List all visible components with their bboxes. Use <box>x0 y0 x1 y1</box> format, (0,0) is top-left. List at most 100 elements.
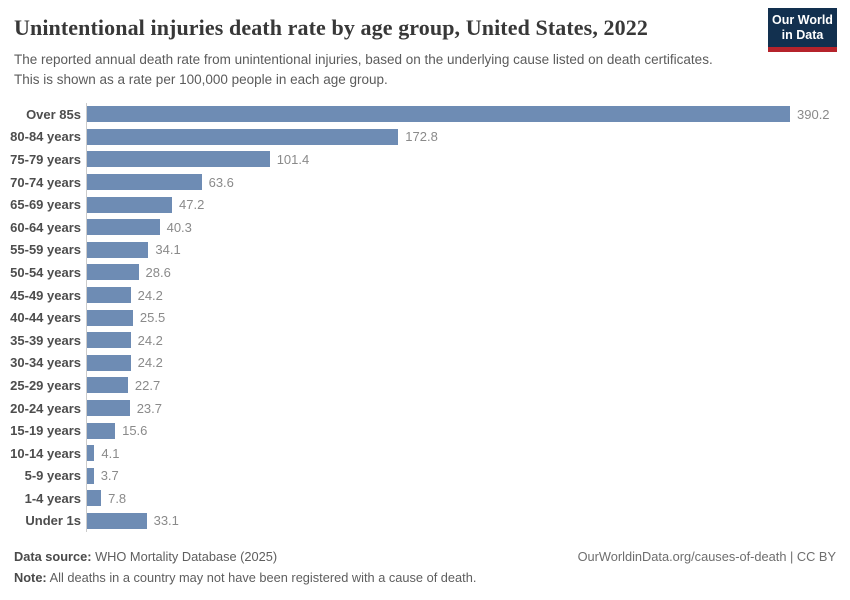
category-label: 1-4 years <box>24 490 81 506</box>
chart-footer: Data source: WHO Mortality Database (202… <box>14 546 836 588</box>
bar[interactable] <box>87 400 130 417</box>
value-label: 101.4 <box>276 151 310 167</box>
value-label: 390.2 <box>797 106 830 122</box>
value-label: 40.3 <box>166 219 192 235</box>
value-label: 3.7 <box>100 468 119 484</box>
value-label: 28.6 <box>145 264 171 280</box>
category-label: 45-49 years <box>10 287 81 303</box>
category-label: Over 85s <box>26 106 81 122</box>
note-line: Note: All deaths in a country may not ha… <box>14 567 476 588</box>
category-label: 5-9 years <box>24 468 81 484</box>
value-label: 24.2 <box>137 332 163 348</box>
bar-track: 25.5 <box>86 306 850 329</box>
attribution-link[interactable]: OurWorldinData.org/causes-of-death | CC … <box>577 549 836 564</box>
data-source-label: Data source: <box>14 549 92 564</box>
bar[interactable] <box>87 196 172 213</box>
owid-logo-line1: Our World <box>772 12 833 27</box>
chart-row: 60-64 years 40.3 <box>0 215 850 239</box>
bar[interactable] <box>87 354 131 371</box>
bar-track: 7.8 <box>86 487 850 510</box>
chart-row: 5-9 years 3.7 <box>0 464 850 488</box>
bar[interactable] <box>87 174 202 191</box>
value-label: 23.7 <box>136 400 162 416</box>
chart-subtitle: The reported annual death rate from unin… <box>14 52 713 87</box>
bar-track: 3.7 <box>86 464 850 488</box>
owid-logo[interactable]: Our World in Data <box>768 8 837 52</box>
value-label: 63.6 <box>208 174 234 190</box>
chart-header: Unintentional injuries death rate by age… <box>0 0 850 90</box>
bar-track: 24.2 <box>86 351 850 375</box>
category-label: 30-34 years <box>10 355 81 371</box>
footer-left: Data source: WHO Mortality Database (202… <box>14 546 476 588</box>
category-label: 75-79 years <box>10 151 81 167</box>
value-label: 7.8 <box>108 490 127 506</box>
bar-track: 390.2 <box>86 103 850 126</box>
chart-row: Under 1s 33.1 <box>0 509 850 533</box>
bar[interactable] <box>87 467 94 484</box>
bar-track: 24.2 <box>86 283 850 307</box>
bar-chart: Over 85s 390.2 80-84 years 172.8 75-79 years… <box>0 103 850 533</box>
bar[interactable] <box>87 287 131 304</box>
value-label: 24.2 <box>137 287 163 303</box>
chart-row: 10-14 years 4.1 <box>0 441 850 465</box>
bar[interactable] <box>87 128 399 145</box>
bar[interactable] <box>87 490 102 507</box>
category-label: 35-39 years <box>10 332 81 348</box>
bar[interactable] <box>87 219 160 236</box>
chart-row: 20-24 years 23.7 <box>0 396 850 420</box>
chart-row: 70-74 years 63.6 <box>0 170 850 194</box>
category-label: 60-64 years <box>10 219 81 235</box>
bar[interactable] <box>87 106 790 123</box>
bar-track: 23.7 <box>86 396 850 420</box>
bar[interactable] <box>87 512 147 529</box>
chart-row: 45-49 years 24.2 <box>0 283 850 307</box>
category-label: 15-19 years <box>10 423 81 439</box>
bar-track: 47.2 <box>86 193 850 216</box>
category-label: 55-59 years <box>10 242 81 258</box>
category-label: 10-14 years <box>10 445 81 461</box>
bar-track: 101.4 <box>86 148 850 171</box>
bar-track: 40.3 <box>86 215 850 239</box>
chart-row: 1-4 years 7.8 <box>0 487 850 510</box>
value-label: 22.7 <box>134 377 161 393</box>
value-label: 15.6 <box>122 423 148 439</box>
value-label: 25.5 <box>139 310 166 326</box>
bar[interactable] <box>87 332 131 349</box>
bar[interactable] <box>87 377 128 394</box>
bar-track: 33.1 <box>86 509 850 533</box>
bar[interactable] <box>87 264 139 281</box>
category-label: 40-44 years <box>10 310 81 326</box>
bar[interactable] <box>87 151 270 168</box>
bar[interactable] <box>87 422 116 439</box>
bar[interactable] <box>87 309 133 326</box>
note-text: All deaths in a country may not have bee… <box>49 570 477 585</box>
bar-track: 28.6 <box>86 261 850 284</box>
category-label: 65-69 years <box>10 197 81 213</box>
bar-track: 4.1 <box>86 441 850 465</box>
chart-rows: Over 85s 390.2 80-84 years 172.8 75-79 years… <box>0 103 850 533</box>
chart-row: 40-44 years 25.5 <box>0 306 850 329</box>
data-source-text: WHO Mortality Database (2025) <box>95 549 278 564</box>
chart-row: 30-34 years 24.2 <box>0 351 850 375</box>
category-label: 70-74 years <box>10 174 81 190</box>
chart-row: 25-29 years 22.7 <box>0 374 850 397</box>
category-label: 20-24 years <box>10 400 81 416</box>
data-source-line: Data source: WHO Mortality Database (202… <box>14 546 476 567</box>
bar-track: 34.1 <box>86 238 850 262</box>
chart-row: 75-79 years 101.4 <box>0 148 850 171</box>
chart-row: 65-69 years 47.2 <box>0 193 850 216</box>
category-label: 50-54 years <box>10 264 81 280</box>
bar[interactable] <box>87 241 149 258</box>
value-label: 34.1 <box>155 242 181 258</box>
bar[interactable] <box>87 445 95 462</box>
note-label: Note: <box>14 570 47 585</box>
bar-track: 15.6 <box>86 419 850 442</box>
category-label: 80-84 years <box>10 129 81 145</box>
chart-row: 80-84 years 172.8 <box>0 125 850 149</box>
bar-track: 172.8 <box>86 125 850 149</box>
chart-row: 50-54 years 28.6 <box>0 261 850 284</box>
bar-track: 22.7 <box>86 374 850 397</box>
bar-track: 63.6 <box>86 170 850 194</box>
value-label: 24.2 <box>137 355 163 371</box>
